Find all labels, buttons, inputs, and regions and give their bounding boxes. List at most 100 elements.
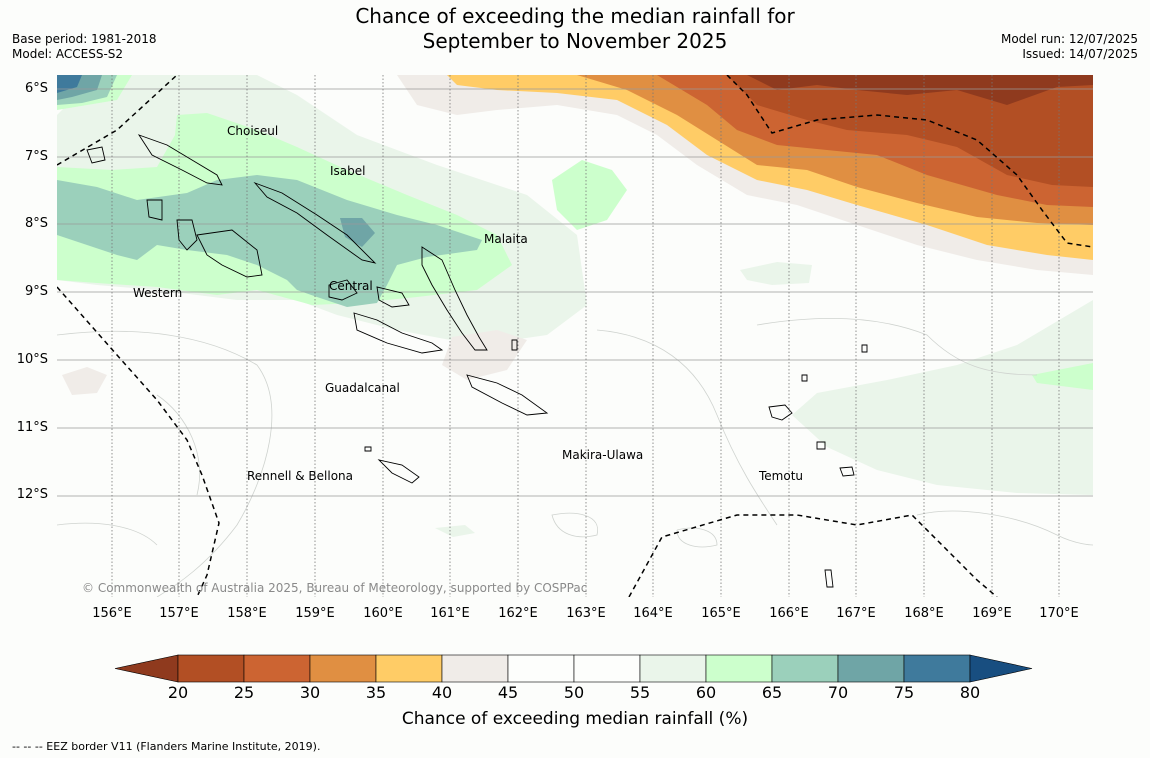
zone-55-60-small [740, 262, 812, 285]
island-outlines [86, 134, 868, 588]
title-line-2: September to November 2025 [422, 29, 728, 53]
map-title: Chance of exceeding the median rainfall … [0, 4, 1150, 54]
y-tick-11s: 11°S [16, 420, 48, 435]
colorbar-extend-above [969, 654, 1033, 683]
zone-55-60-south [435, 525, 475, 537]
issued-date: Issued: 14/07/2025 [1022, 47, 1138, 61]
colorbar-tick-80: 80 [959, 683, 981, 702]
island-south [824, 569, 834, 588]
colorbar-swatch-45_50 [507, 654, 575, 683]
x-tick-162e: 162°E [498, 606, 538, 621]
island-temotu-b [839, 466, 855, 477]
colorbar-swatch-35_40 [375, 654, 443, 683]
colorbar-tick-40: 40 [431, 683, 453, 702]
colorbar [114, 654, 1033, 683]
colorbar-swatch-25_30 [243, 654, 311, 683]
colorbar-tick-35: 35 [365, 683, 387, 702]
island-makira [466, 374, 549, 416]
x-tick-170e: 170°E [1039, 606, 1079, 621]
x-tick-160e: 160°E [363, 606, 403, 621]
x-tick-161e: 161°E [430, 606, 470, 621]
map-meridians [111, 75, 1060, 597]
island-western-b [196, 229, 263, 278]
model-run-date: Model run: 12/07/2025 [1000, 32, 1138, 46]
island-central [328, 279, 358, 301]
label-central: Central [329, 279, 373, 293]
colorbar-tick-20: 20 [167, 683, 189, 702]
colorbar-swatch-55_60 [639, 654, 707, 683]
colorbar-swatch-70_75 [837, 654, 905, 683]
eez-legend-note: -- -- -- EEZ border V11 (Flanders Marine… [12, 740, 321, 753]
x-tick-157e: 157°E [159, 606, 199, 621]
label-choiseul: Choiseul [227, 124, 278, 138]
base-period: Base period: 1981-2018 [12, 32, 157, 46]
label-temotu: Temotu [758, 469, 803, 483]
colorbar-tick-55: 55 [629, 683, 651, 702]
y-tick-9s: 9°S [24, 284, 48, 299]
x-tick-159e: 159°E [295, 606, 335, 621]
x-tick-165e: 165°E [701, 606, 741, 621]
zone-40-45-c [62, 367, 107, 395]
colorbar-tick-30: 30 [299, 683, 321, 702]
x-tick-169e: 169°E [972, 606, 1012, 621]
y-tick-7s: 7°S [24, 149, 48, 164]
colorbar-swatch-50_55 [573, 654, 641, 683]
x-tick-168e: 168°E [904, 606, 944, 621]
island-western-a [176, 219, 198, 251]
zone-55-60-east [792, 300, 1093, 495]
colorbar-swatch-30_35 [309, 654, 377, 683]
island-nw [86, 146, 106, 164]
island-east-a [801, 374, 808, 382]
colorbar-extend-below [114, 654, 179, 683]
zone-40-45-b [442, 330, 527, 380]
x-tick-164e: 164°E [633, 606, 673, 621]
run-info: Model run: 12/07/2025 Issued: 14/07/2025 [1001, 32, 1138, 62]
zone-below-20 [747, 75, 1093, 105]
label-malaita: Malaita [484, 232, 528, 246]
label-makira: Makira-Ulawa [562, 448, 643, 462]
rainfall-map: Choiseul Isabel Malaita Western Central … [57, 75, 1093, 597]
model-name: Model: ACCESS-S2 [12, 47, 124, 61]
zone-60-65-east [1032, 363, 1093, 390]
colorbar-tick-45: 45 [497, 683, 519, 702]
zone-65-70-main [57, 175, 482, 307]
region-labels: Choiseul Isabel Malaita Western Central … [133, 124, 803, 483]
island-ulawa [511, 339, 518, 351]
label-rennell: Rennell & Bellona [247, 469, 353, 483]
label-western: Western [133, 286, 182, 300]
colorbar-swatch-60_65 [705, 654, 773, 683]
zone-60-65-center [552, 160, 627, 230]
title-line-1: Chance of exceeding the median rainfall … [355, 4, 795, 28]
colorbar-tick-50: 50 [563, 683, 585, 702]
x-tick-158e: 158°E [227, 606, 267, 621]
y-tick-10s: 10°S [16, 352, 48, 367]
y-tick-8s: 8°S [24, 216, 48, 231]
island-rennell-b [364, 446, 372, 452]
colorbar-swatch-65_70 [771, 654, 839, 683]
colorbar-swatch-20_25 [177, 654, 245, 683]
island-florida [376, 286, 410, 308]
colorbar-tick-60: 60 [695, 683, 717, 702]
colorbar-swatch-40_45 [441, 654, 509, 683]
label-isabel: Isabel [330, 164, 365, 178]
island-choiseul [137, 134, 223, 186]
island-rennell [377, 459, 420, 484]
island-western-c [146, 199, 163, 221]
y-tick-12s: 12°S [16, 487, 48, 502]
model-info: Base period: 1981-2018 Model: ACCESS-S2 [12, 32, 157, 62]
island-temotu [768, 404, 793, 421]
island-temotu-c [816, 441, 826, 450]
map-gridlines [57, 88, 1093, 497]
label-guadalcanal: Guadalcanal [325, 381, 400, 395]
y-tick-6s: 6°S [24, 81, 48, 96]
x-tick-163e: 163°E [566, 606, 606, 621]
island-east-b [861, 344, 868, 353]
colorbar-tick-25: 25 [233, 683, 255, 702]
colorbar-tick-75: 75 [893, 683, 915, 702]
colorbar-tick-70: 70 [827, 683, 849, 702]
island-guadalcanal [353, 312, 444, 354]
island-isabel [253, 181, 377, 264]
x-tick-156e: 156°E [92, 606, 132, 621]
zone-75-80 [57, 75, 82, 93]
eez-border [57, 75, 1093, 597]
